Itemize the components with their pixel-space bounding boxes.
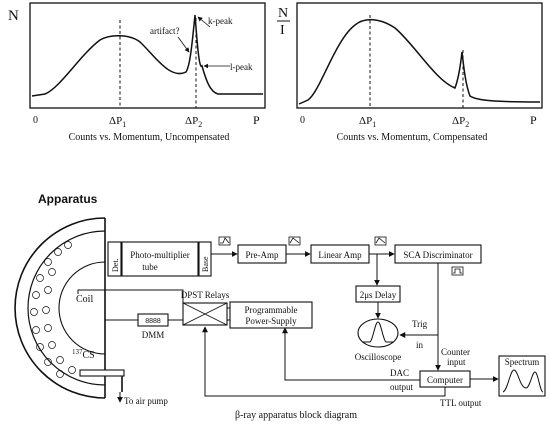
plot-left-x-end: P bbox=[253, 113, 260, 127]
plot-left-artifact-label: artifact? bbox=[150, 26, 179, 36]
detector-box bbox=[107, 241, 122, 277]
wire-ttl-relays bbox=[202, 326, 446, 397]
plot-right-x-origin: 0 bbox=[300, 115, 305, 126]
coil-windings bbox=[30, 241, 76, 378]
trig-label-1: Trig bbox=[412, 319, 428, 329]
plot-right-tick-p2: ΔP2 bbox=[452, 115, 469, 129]
pulse-icon-sca bbox=[451, 266, 464, 276]
wire-dac-powersupply bbox=[282, 327, 420, 381]
spectrometer-inner bbox=[27, 230, 106, 386]
plot-right-curve bbox=[298, 19, 541, 105]
sca-label: SCA Discriminator bbox=[403, 250, 472, 260]
plot-left-kpeak-arrow bbox=[197, 16, 211, 28]
base-label: Base bbox=[201, 256, 210, 272]
air-pump-label: To air pump bbox=[124, 396, 168, 406]
plot-left-curve bbox=[31, 14, 263, 97]
base-box bbox=[198, 241, 212, 277]
oscilloscope-label: Oscilloscope bbox=[355, 352, 402, 362]
plot-right-y-label-top: N bbox=[278, 6, 288, 21]
pulse-icons bbox=[218, 236, 464, 276]
dmm-box bbox=[137, 313, 169, 327]
power-supply-box bbox=[229, 301, 313, 329]
dac-label-2: output bbox=[390, 382, 414, 392]
plot-uncompensated: N artifact? k-peak l-peak 0 ΔP1 ΔP2 P Co… bbox=[8, 2, 266, 143]
pmt-label-1: Photo-multiplier bbox=[130, 250, 190, 260]
counter-label-2: input bbox=[447, 357, 466, 367]
pulse-icon-linamp bbox=[374, 236, 387, 246]
plot-compensated: N I 0 ΔP1 ΔP2 P Counts vs. Momentum, Com… bbox=[277, 2, 543, 143]
computer-label: Computer bbox=[427, 375, 463, 385]
spectrometer-core bbox=[58, 261, 106, 355]
oscilloscope-trace bbox=[362, 321, 394, 343]
block-diagram: Coil 137CS To air pump Det. Photo-multip… bbox=[14, 217, 546, 421]
plot-left-caption: Counts vs. Momentum, Uncompensated bbox=[69, 132, 230, 143]
plot-right-tick-p1: ΔP1 bbox=[359, 115, 376, 129]
plot-left-lpeak-label: l-peak bbox=[230, 62, 253, 72]
plot-left-kpeak-label: k-peak bbox=[208, 16, 233, 26]
dmm-label: DMM bbox=[142, 330, 165, 340]
source-label: 137CS bbox=[72, 348, 95, 361]
wire-coil-top bbox=[77, 289, 184, 306]
dac-label-1: DAC bbox=[390, 368, 409, 378]
pulse-icon-preamp bbox=[288, 236, 301, 246]
plot-left-y-label: N bbox=[8, 8, 19, 24]
plot-left-x-origin: 0 bbox=[33, 115, 38, 126]
dpst-label: DPST Relays bbox=[181, 290, 230, 300]
plot-right-frame bbox=[296, 2, 543, 109]
source-holder bbox=[79, 369, 125, 377]
plot-left-tick-p2: ΔP2 bbox=[185, 115, 202, 129]
spectrum-label: Spectrum bbox=[505, 357, 540, 367]
oscilloscope-screen bbox=[357, 318, 399, 348]
dpst-cross-2 bbox=[182, 302, 228, 326]
apparatus-title: Apparatus bbox=[38, 192, 98, 206]
block-diagram-caption: β-ray apparatus block diagram bbox=[235, 410, 357, 421]
spectrum-trace bbox=[502, 369, 544, 393]
plot-left-artifact-arrow bbox=[177, 36, 190, 53]
coil-label: Coil bbox=[76, 294, 93, 305]
power-supply-label-2: Power-Supply bbox=[245, 316, 297, 326]
counter-label-1: Counter bbox=[441, 347, 470, 357]
plot-left-frame bbox=[29, 2, 266, 109]
linear-amp-label: Linear Amp bbox=[318, 250, 362, 260]
pmt-box bbox=[121, 241, 199, 277]
delay-label: 2μs Delay bbox=[360, 290, 397, 300]
pmt-label-2: tube bbox=[142, 262, 158, 272]
trig-label-2: in bbox=[416, 340, 424, 350]
dmm-display: 8888 bbox=[145, 318, 161, 325]
spectrometer-outer bbox=[14, 217, 106, 399]
plot-left-tick-p1: ΔP1 bbox=[109, 115, 126, 129]
preamp-label: Pre-Amp bbox=[246, 250, 279, 260]
power-supply-label-1: Programmable bbox=[245, 305, 298, 315]
plot-right-caption: Counts vs. Momentum, Compensated bbox=[337, 132, 488, 143]
detector-label: Det. bbox=[111, 258, 120, 272]
plot-right-y-label-bottom: I bbox=[280, 23, 285, 38]
plot-right-x-end: P bbox=[530, 113, 537, 127]
pulse-icon-pmt bbox=[218, 236, 231, 246]
ttl-label: TTL output bbox=[440, 398, 482, 408]
